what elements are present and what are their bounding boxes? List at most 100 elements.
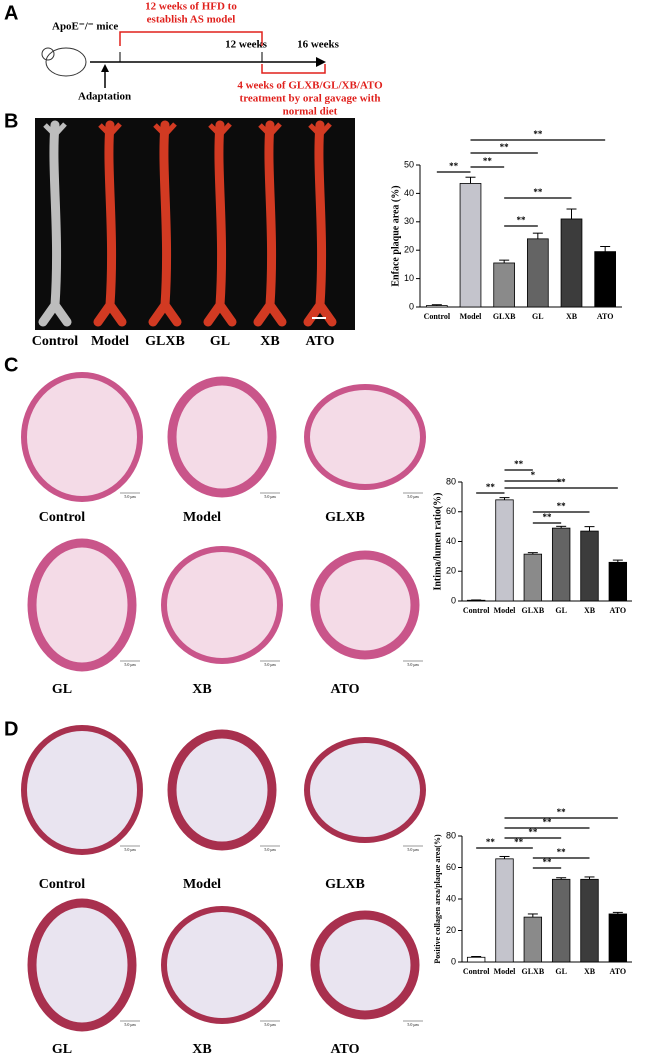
x-tick-label: XB bbox=[566, 312, 578, 321]
hfd-bracket bbox=[119, 31, 263, 46]
sample-label: Model bbox=[183, 877, 221, 892]
significance-label: ** bbox=[543, 817, 553, 827]
mouse-icon bbox=[45, 47, 87, 77]
arrow-head bbox=[316, 57, 326, 67]
y-tick-label: 10 bbox=[404, 273, 414, 283]
significance-label: ** bbox=[500, 142, 510, 152]
y-tick-label: 80 bbox=[446, 830, 456, 840]
arrow-head bbox=[101, 64, 109, 72]
y-axis-label: Intima/lumen ratio(%) bbox=[432, 492, 443, 590]
vessel-section bbox=[167, 376, 277, 498]
scale-label: 5.0 μm bbox=[407, 494, 419, 499]
y-tick-label: 80 bbox=[446, 476, 456, 486]
bar bbox=[560, 218, 583, 308]
vessel-section bbox=[21, 725, 143, 855]
timeline: ApoE⁻/⁻ mice Adaptation 12 weeks of HFD … bbox=[41, 1, 383, 118]
x-tick-label: XB bbox=[584, 606, 596, 615]
treatment-bracket bbox=[261, 64, 326, 74]
sample-label: XB bbox=[260, 334, 279, 349]
panel-labels: A B C D bbox=[4, 2, 18, 740]
y-tick-label: 50 bbox=[404, 159, 414, 169]
x-tick-label: GLXB bbox=[521, 967, 544, 976]
treatment-label: 4 weeks of GLXB/GL/XB/ATO bbox=[237, 80, 383, 92]
aorta-branch bbox=[208, 122, 232, 137]
adaptation-label: Adaptation bbox=[78, 91, 131, 103]
vessel-section bbox=[27, 538, 137, 672]
bar bbox=[580, 530, 599, 602]
bar bbox=[526, 238, 549, 308]
scale-label: 5.0 μm bbox=[124, 1022, 136, 1027]
bar bbox=[580, 878, 599, 963]
x-tick-label: ATO bbox=[597, 312, 614, 321]
significance-label: ** bbox=[557, 501, 567, 511]
bar bbox=[551, 527, 571, 602]
significance-label: ** bbox=[486, 837, 496, 847]
vessel-section bbox=[21, 372, 143, 502]
x-tick-label: GL bbox=[555, 606, 567, 615]
significance-label: ** bbox=[517, 215, 527, 225]
y-tick-label: 40 bbox=[446, 536, 456, 546]
y-axis-label: Enface plaque area (%) bbox=[390, 185, 401, 286]
significance-label: ** bbox=[557, 847, 567, 857]
sample-label: XB bbox=[192, 682, 211, 697]
vessel-section bbox=[310, 910, 420, 1020]
sample-label: ATO bbox=[305, 334, 334, 349]
sample-label: Model bbox=[183, 510, 221, 525]
sample-label: ATO bbox=[330, 682, 359, 697]
bar bbox=[608, 561, 628, 602]
bar bbox=[425, 305, 448, 308]
bar bbox=[495, 499, 514, 602]
significance-label: ** bbox=[543, 857, 553, 867]
x-tick-label: Model bbox=[494, 606, 517, 615]
sample-label: GL bbox=[52, 1042, 72, 1057]
x-tick-label: XB bbox=[584, 967, 596, 976]
aorta-branch bbox=[43, 122, 67, 137]
significance-label: ** bbox=[514, 837, 524, 847]
week-label: 16 weeks bbox=[297, 39, 340, 51]
scale-label: 5.0 μm bbox=[264, 662, 276, 667]
sample-label: XB bbox=[192, 1042, 211, 1057]
treatment-label: treatment by oral gavage with bbox=[240, 93, 381, 105]
sample-label: GLXB bbox=[145, 334, 185, 349]
scale-label: 5.0 μm bbox=[124, 847, 136, 852]
aorta bbox=[38, 120, 72, 327]
mouse-icon bbox=[41, 47, 55, 61]
bar bbox=[493, 262, 516, 308]
scale-label: 5.0 μm bbox=[124, 662, 136, 667]
x-tick-label: Model bbox=[460, 312, 483, 321]
treatment-label: normal diet bbox=[283, 106, 338, 118]
vessel-section bbox=[304, 737, 426, 843]
significance-label: ** bbox=[533, 187, 543, 197]
aorta bbox=[303, 120, 337, 327]
significance-label: ** bbox=[533, 129, 543, 139]
sample-label: GLXB bbox=[325, 510, 365, 525]
aorta bbox=[203, 120, 237, 327]
y-tick-label: 0 bbox=[451, 956, 456, 966]
significance-label: ** bbox=[483, 156, 493, 166]
vessel-section bbox=[167, 729, 277, 851]
aorta bbox=[148, 120, 182, 327]
scale-label: 5.0 μm bbox=[407, 662, 419, 667]
aorta-photo bbox=[35, 118, 355, 330]
hfd-label: establish AS model bbox=[147, 14, 236, 26]
sample-label: GLXB bbox=[325, 877, 365, 892]
y-tick-label: 20 bbox=[404, 245, 414, 255]
panel-label: D bbox=[4, 718, 18, 740]
significance-label: ** bbox=[486, 482, 496, 492]
sample-label: Model bbox=[91, 334, 129, 349]
aorta-branch bbox=[258, 122, 282, 137]
y-tick-label: 40 bbox=[404, 188, 414, 198]
y-tick-label: 20 bbox=[446, 566, 456, 576]
sample-label: ATO bbox=[330, 1042, 359, 1057]
sample-label: GL bbox=[52, 682, 72, 697]
aorta-branch bbox=[153, 122, 177, 137]
y-tick-label: 60 bbox=[446, 506, 456, 516]
bar bbox=[466, 956, 486, 963]
y-tick-label: 30 bbox=[404, 216, 414, 226]
sample-label: Control bbox=[39, 510, 86, 525]
vessel-section bbox=[304, 384, 426, 490]
bar bbox=[523, 916, 543, 963]
scale-label: 5.0 μm bbox=[264, 494, 276, 499]
x-tick-label: ATO bbox=[610, 606, 627, 615]
